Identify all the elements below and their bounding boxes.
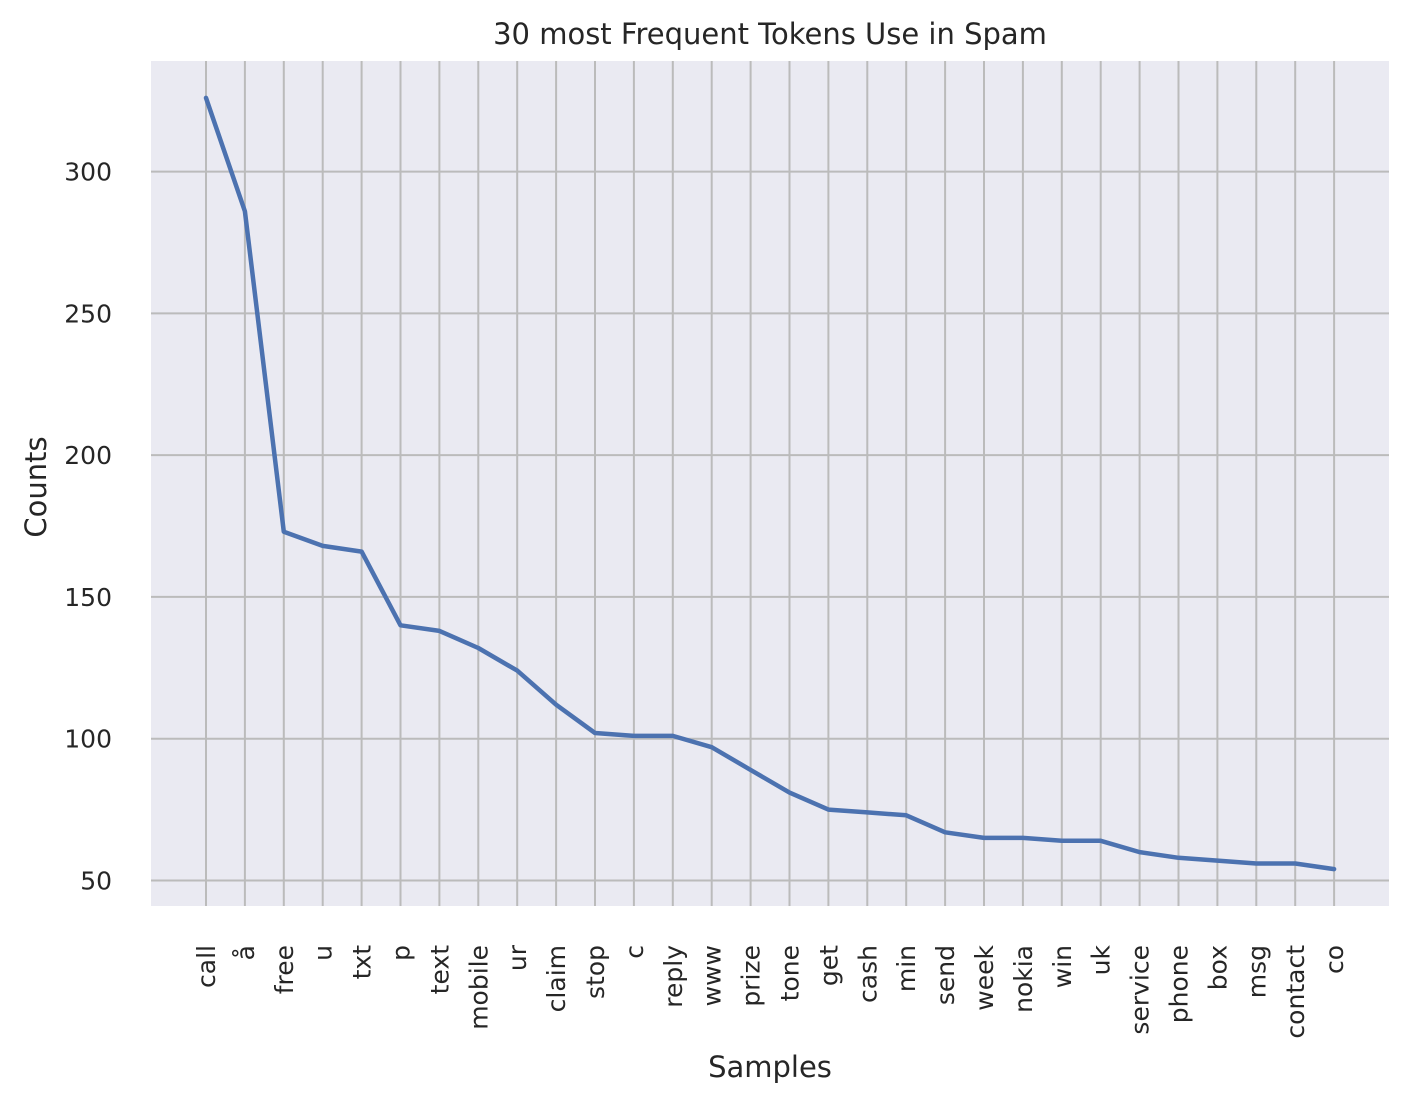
x-tick-label: win — [1048, 945, 1077, 988]
y-tick-label: 250 — [64, 299, 112, 328]
series-group — [203, 95, 1337, 872]
y-tick-label: 300 — [64, 158, 112, 187]
chart-title: 30 most Frequent Tokens Use in Spam — [493, 17, 1047, 51]
x-tick-label: claim — [542, 945, 571, 1012]
x-axis-label: Samples — [708, 1050, 832, 1084]
x-tick-label: ur — [503, 944, 532, 971]
x-tick-label: txt — [348, 945, 377, 980]
x-tick-label: mobile — [464, 945, 493, 1030]
plot-area — [151, 61, 1389, 906]
x-tick-label: phone — [1165, 945, 1194, 1023]
x-tick-label: u — [309, 945, 338, 961]
x-tick-label: nokia — [1009, 945, 1038, 1013]
x-tick-label: www — [698, 945, 727, 1006]
x-tick-label: p — [387, 945, 416, 961]
x-tick-label: send — [931, 945, 960, 1005]
x-tick-label: stop — [581, 945, 610, 999]
x-tick-label: å — [231, 945, 260, 960]
x-tick-label: c — [620, 945, 649, 959]
series-line — [203, 95, 1337, 872]
x-tick-label: min — [892, 945, 921, 992]
x-tick-label: reply — [659, 945, 688, 1008]
x-tick-label: week — [970, 944, 999, 1010]
x-tick-label: get — [814, 945, 843, 986]
y-tick-label: 100 — [64, 725, 112, 754]
y-tick-label: 50 — [80, 866, 112, 895]
x-tick-label: box — [1203, 945, 1232, 990]
grid-lines — [151, 61, 1389, 906]
x-tick-label: prize — [737, 945, 766, 1007]
x-tick-label: cash — [853, 945, 882, 1003]
y-tick-labels: 50 100 150 200 250 300 — [64, 158, 112, 896]
y-axis-label: Counts — [19, 436, 53, 537]
y-tick-label: 150 — [64, 583, 112, 612]
x-tick-label: free — [270, 945, 299, 994]
x-tick-label: call — [192, 945, 221, 988]
x-tick-label: uk — [1087, 944, 1116, 975]
x-tick-labels: call å free u txt p text mobile ur claim stop c repl… — [192, 944, 1349, 1038]
y-tick-label: 200 — [64, 441, 112, 470]
x-tick-label: co — [1320, 945, 1349, 974]
x-tick-label: tone — [776, 945, 805, 1001]
x-tick-label: text — [425, 945, 454, 995]
x-tick-label: service — [1126, 945, 1155, 1035]
x-tick-label: contact — [1281, 945, 1310, 1039]
x-tick-label: msg — [1242, 945, 1271, 998]
